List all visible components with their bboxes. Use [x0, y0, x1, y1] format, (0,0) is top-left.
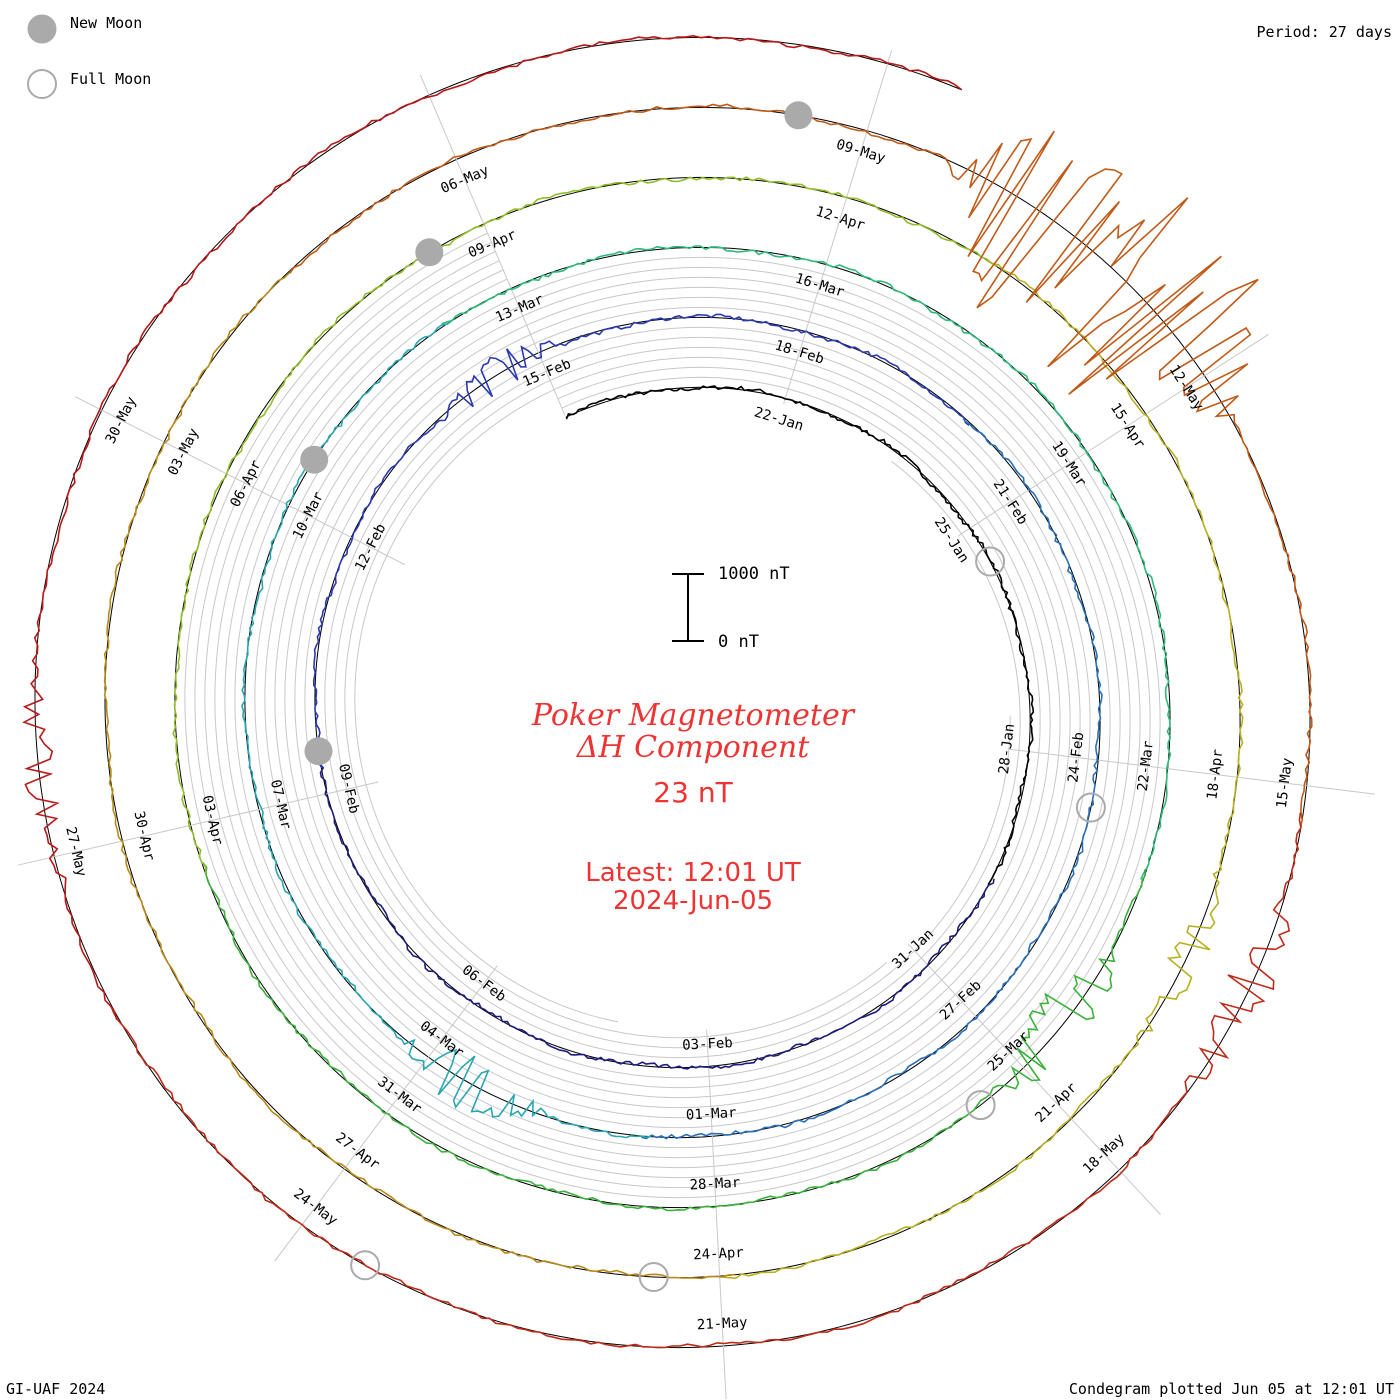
- date-tick-label: 03-Apr: [199, 794, 226, 847]
- date-tick-label: 28-Jan: [996, 723, 1018, 775]
- date-tick-label: 28-Mar: [689, 1175, 740, 1194]
- date-tick-label: 18-Apr: [1204, 748, 1226, 800]
- trace-segment: [22, 34, 962, 1020]
- day-spoke: [74, 396, 406, 566]
- full-moon-marker: [1075, 792, 1106, 823]
- full-moon-marker: [965, 1090, 996, 1121]
- date-tick-label: 18-Feb: [773, 338, 826, 368]
- trace-segment: [565, 385, 1035, 885]
- trace-segment: [312, 313, 970, 769]
- full-moon-icon: [27, 69, 57, 99]
- trace-segment: [110, 812, 1302, 1349]
- scale-bar: [672, 573, 704, 642]
- date-tick-label: 07-Mar: [267, 778, 294, 831]
- date-tick-label: 22-Jan: [752, 404, 805, 434]
- grid-ring: [224, 269, 1121, 1159]
- grid-ring: [204, 251, 1141, 1179]
- footer-credit: GI-UAF 2024: [6, 1380, 106, 1398]
- date-tick-label: 30-May: [103, 394, 140, 446]
- chart-title: Poker Magnetometer: [531, 698, 855, 733]
- latest-time: Latest: 12:01 UT: [585, 858, 801, 888]
- trace-segment: [318, 759, 995, 1070]
- grid-ring: [324, 361, 1021, 1059]
- day-spoke: [958, 333, 1269, 537]
- grid-ring: [184, 232, 1161, 1199]
- full-moon-marker: [350, 1250, 381, 1281]
- grid-ring: [294, 333, 1051, 1089]
- ring-grid: [34, 36, 1311, 1349]
- trace-segment: [441, 245, 1172, 880]
- full-moon-marker: [638, 1262, 669, 1292]
- day-spoke: [419, 74, 566, 416]
- date-tick-label: 24-Feb: [1065, 731, 1087, 783]
- grid-ring: [334, 370, 1011, 1049]
- date-tick-label: 03-May: [165, 426, 202, 478]
- trace-segment: [641, 418, 1103, 1140]
- date-tick-label: 15-May: [1274, 757, 1296, 809]
- scale-bottom-label: 0 nT: [718, 632, 759, 652]
- grid-ring: [214, 260, 1131, 1169]
- date-tick-label: 06-May: [438, 163, 491, 197]
- magnetometer-traces: [22, 34, 1313, 1349]
- date-tick-label: 22-Mar: [1135, 740, 1157, 792]
- day-spoke: [1007, 748, 1375, 795]
- date-tick-label: 03-Feb: [682, 1035, 733, 1054]
- day-spoke: [783, 49, 893, 405]
- scale-top-label: 1000 nT: [718, 564, 790, 584]
- grid-ring: [194, 241, 1151, 1189]
- date-tick-label: 21-Apr: [1032, 1080, 1080, 1126]
- day-spoke: [17, 781, 379, 866]
- new-moon-icon: [27, 14, 57, 44]
- legend-new-moon-label: New Moon: [70, 14, 143, 32]
- new-moon-marker: [304, 737, 333, 766]
- date-tick-label: 09-Apr: [466, 227, 519, 261]
- date-tick-label: 24-Apr: [693, 1245, 744, 1264]
- date-tick-label: 30-Apr: [130, 810, 157, 863]
- latest-date: 2024-Jun-05: [612, 886, 774, 916]
- grid-ring: [254, 297, 1091, 1129]
- trace-segment: [172, 176, 998, 874]
- date-tick-label: 09-Feb: [335, 762, 362, 815]
- date-tick-label: 16-Mar: [793, 271, 846, 301]
- grid-ring: [234, 278, 1111, 1149]
- current-value: 23 nT: [653, 776, 733, 809]
- full-moon-marker: [975, 546, 1006, 577]
- trace-segment: [289, 103, 1313, 828]
- footer-plotted: Condegram plotted Jun 05 at 12:01 UT: [1068, 1380, 1394, 1398]
- day-spoke: [907, 943, 1161, 1215]
- date-tick-label: 21-May: [697, 1315, 748, 1334]
- trace-segment: [103, 264, 735, 1280]
- grid-ring: [304, 343, 1041, 1079]
- new-moon-marker: [415, 238, 444, 267]
- new-moon-marker: [300, 445, 329, 474]
- date-tick-label: 12-Apr: [814, 204, 867, 234]
- new-moon-marker: [784, 101, 813, 130]
- date-tick-label: 27-Apr: [332, 1130, 382, 1173]
- grid-ring: [344, 380, 888, 1039]
- date-tick-label: 27-May: [62, 825, 89, 878]
- trace-segment: [201, 861, 1146, 1212]
- date-tick-label: 09-May: [834, 137, 887, 167]
- moon-markers: [300, 101, 1106, 1292]
- grid-ring: [264, 306, 1081, 1119]
- grid-ring: [274, 315, 1071, 1109]
- legend-full-moon-label: Full Moon: [70, 70, 152, 88]
- date-tick-label: 18-May: [1080, 1131, 1128, 1177]
- moon-legend: [27, 14, 57, 99]
- day-spoke: [706, 1029, 727, 1400]
- chart-subtitle: ΔH Component: [576, 730, 810, 765]
- period-label: Period: 27 days: [1256, 23, 1392, 41]
- date-tick-label: 01-Mar: [686, 1105, 737, 1124]
- grid-ring: [284, 324, 1061, 1099]
- trace-segment: [722, 259, 1244, 1280]
